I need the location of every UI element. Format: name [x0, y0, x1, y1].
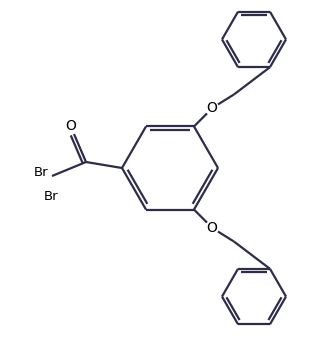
Text: Br: Br: [33, 166, 48, 179]
Text: O: O: [207, 221, 218, 235]
Text: O: O: [207, 101, 218, 115]
Text: O: O: [66, 119, 76, 133]
Text: Br: Br: [43, 190, 58, 203]
